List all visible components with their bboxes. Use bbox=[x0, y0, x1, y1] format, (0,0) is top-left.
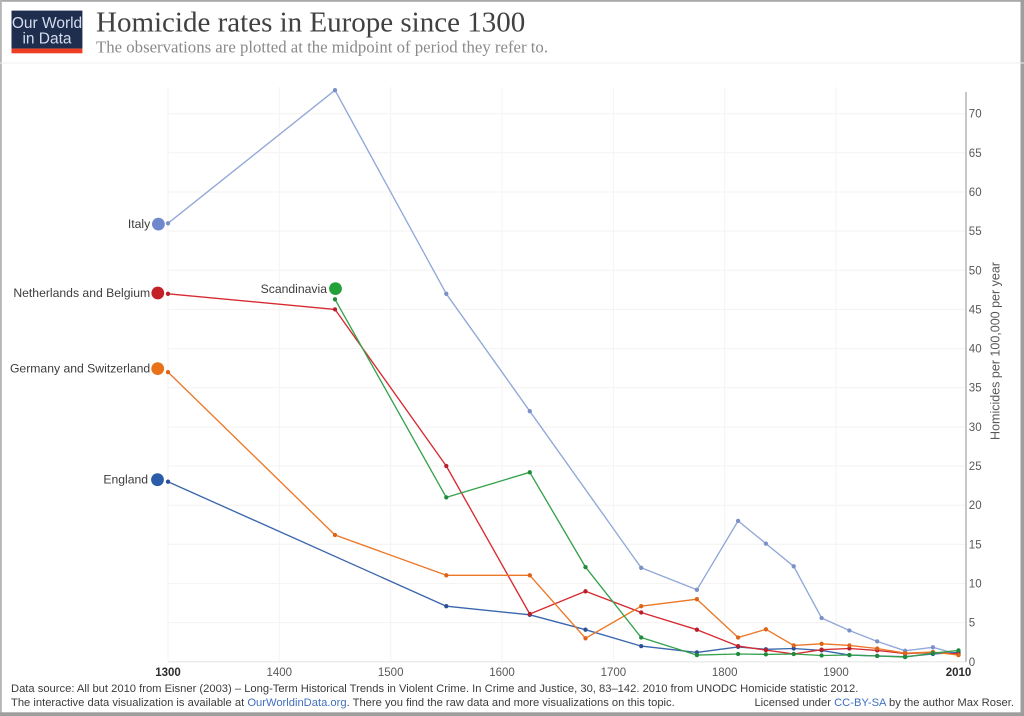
svg-text:25: 25 bbox=[969, 461, 982, 473]
svg-text:15: 15 bbox=[969, 539, 982, 551]
svg-text:70: 70 bbox=[969, 109, 982, 121]
svg-text:Scandinavia: Scandinavia bbox=[261, 282, 328, 296]
svg-text:5: 5 bbox=[969, 618, 975, 630]
svg-text:30: 30 bbox=[969, 422, 982, 434]
svg-text:Italy: Italy bbox=[128, 217, 151, 231]
svg-text:Data source: All but 2010 from: Data source: All but 2010 from Eisner (2… bbox=[11, 683, 858, 695]
svg-text:50: 50 bbox=[969, 265, 982, 277]
svg-text:1900: 1900 bbox=[823, 667, 849, 679]
svg-text:1500: 1500 bbox=[378, 667, 404, 679]
svg-text:Licensed under CC-BY-SA by the: Licensed under CC-BY-SA by the author Ma… bbox=[754, 697, 1014, 709]
svg-text:55: 55 bbox=[969, 226, 982, 238]
svg-text:1400: 1400 bbox=[267, 667, 293, 679]
svg-text:65: 65 bbox=[969, 148, 982, 160]
svg-text:Homicides per 100,000 per year: Homicides per 100,000 per year bbox=[989, 262, 1003, 440]
svg-text:35: 35 bbox=[969, 383, 982, 395]
svg-text:1700: 1700 bbox=[601, 667, 627, 679]
svg-text:Netherlands and Belgium: Netherlands and Belgium bbox=[13, 286, 150, 300]
svg-text:Our World: Our World bbox=[12, 15, 82, 32]
svg-text:40: 40 bbox=[969, 344, 982, 356]
svg-text:1600: 1600 bbox=[489, 667, 515, 679]
svg-text:20: 20 bbox=[969, 500, 982, 512]
svg-text:The observations are plotted a: The observations are plotted at the midp… bbox=[96, 38, 548, 57]
svg-text:60: 60 bbox=[969, 187, 982, 199]
svg-text:1300: 1300 bbox=[155, 667, 181, 679]
svg-text:0: 0 bbox=[969, 657, 975, 669]
svg-text:England: England bbox=[103, 473, 148, 487]
svg-text:in Data: in Data bbox=[22, 30, 71, 47]
svg-text:45: 45 bbox=[969, 304, 982, 316]
svg-text:1800: 1800 bbox=[712, 667, 738, 679]
svg-text:The interactive data visualiza: The interactive data visualization is av… bbox=[11, 697, 675, 709]
svg-text:Germany and Switzerland: Germany and Switzerland bbox=[10, 362, 150, 376]
svg-text:Homicide rates in Europe since: Homicide rates in Europe since 1300 bbox=[96, 7, 525, 39]
svg-text:10: 10 bbox=[969, 579, 982, 591]
svg-text:2010: 2010 bbox=[946, 667, 972, 679]
